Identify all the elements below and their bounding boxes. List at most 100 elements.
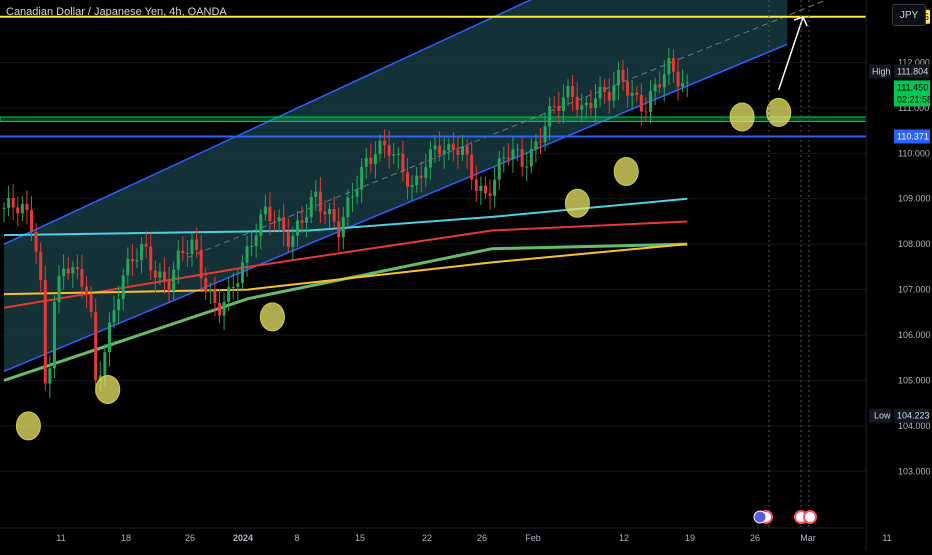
candle-body bbox=[571, 86, 575, 97]
candle-body bbox=[653, 84, 657, 92]
touch-circle bbox=[613, 156, 639, 186]
candle-body bbox=[479, 185, 483, 191]
candle-body bbox=[667, 58, 671, 75]
candle-body bbox=[117, 299, 121, 311]
candle-body bbox=[71, 267, 75, 274]
price-tick-label: 112.000 bbox=[898, 57, 930, 67]
event-icon bbox=[753, 510, 767, 524]
candle-body bbox=[548, 105, 552, 127]
candle-body bbox=[39, 251, 43, 281]
touch-circle bbox=[766, 97, 792, 127]
candle-body bbox=[465, 146, 469, 155]
candle-body bbox=[616, 69, 620, 86]
candle-body bbox=[428, 149, 432, 168]
candle-body bbox=[309, 196, 313, 218]
candle-body bbox=[121, 275, 125, 300]
candle-body bbox=[112, 310, 116, 323]
candle-body bbox=[181, 250, 185, 253]
candle-body bbox=[208, 289, 212, 292]
candle-body bbox=[213, 289, 217, 304]
candle-body bbox=[337, 221, 341, 238]
candle-body bbox=[483, 185, 487, 194]
candle-body bbox=[107, 322, 111, 353]
date-tick-label: 2024 bbox=[233, 533, 253, 543]
candle-body bbox=[685, 82, 689, 84]
candle-body bbox=[2, 207, 6, 209]
ma-line-red bbox=[3, 220, 688, 309]
candle-body bbox=[245, 246, 249, 263]
date-tick-label: 15 bbox=[355, 533, 365, 543]
candle-body bbox=[323, 211, 327, 215]
low-tag-bg bbox=[894, 408, 930, 423]
candle-body bbox=[7, 198, 11, 208]
candle-body bbox=[373, 154, 377, 164]
candle-body bbox=[552, 105, 556, 107]
low-label-bg bbox=[869, 408, 891, 423]
price-tick-label: 105.000 bbox=[898, 375, 931, 385]
candle-body bbox=[254, 235, 258, 246]
candle-body bbox=[603, 86, 607, 92]
candle-body bbox=[681, 82, 685, 87]
candle-body bbox=[383, 140, 387, 146]
candle-body bbox=[364, 157, 368, 167]
candle-body bbox=[580, 105, 584, 110]
candle-body bbox=[474, 179, 478, 191]
candle-body bbox=[644, 111, 648, 113]
price-tick-label: 106.000 bbox=[898, 330, 931, 340]
price-tick-label: 110.000 bbox=[898, 148, 930, 158]
low-tag-text: 104.223 bbox=[897, 411, 930, 421]
touch-circle bbox=[95, 375, 121, 405]
candle-body bbox=[318, 191, 322, 212]
candle-body bbox=[250, 245, 254, 247]
touch-circle bbox=[259, 302, 285, 332]
candle-body bbox=[433, 145, 437, 150]
candle-body bbox=[57, 276, 61, 302]
currency-button[interactable]: JPY bbox=[892, 4, 926, 26]
chart-title: Canadian Dollar / Japanese Yen, 4h, OAND… bbox=[6, 6, 227, 18]
price-tick-label: 103.000 bbox=[898, 466, 931, 476]
candle-body bbox=[406, 172, 410, 187]
candle-body bbox=[662, 74, 666, 88]
candle-body bbox=[419, 175, 423, 178]
candle-body bbox=[172, 269, 176, 292]
candle-body bbox=[199, 249, 203, 279]
candle-body bbox=[538, 141, 542, 143]
candle-body bbox=[126, 258, 130, 276]
candle-body bbox=[273, 221, 277, 223]
candle-body bbox=[378, 140, 382, 155]
ma-line-cyan bbox=[3, 197, 688, 237]
date-tick-label: 11 bbox=[882, 533, 891, 543]
date-tick-label: 18 bbox=[121, 533, 131, 543]
candle-body bbox=[671, 58, 675, 72]
candle-body bbox=[236, 283, 240, 287]
candle-body bbox=[103, 352, 107, 376]
candle-body bbox=[649, 91, 653, 112]
candle-body bbox=[543, 126, 547, 143]
candle-body bbox=[341, 217, 345, 238]
high-label-bg bbox=[869, 64, 891, 79]
candle-body bbox=[410, 185, 414, 187]
candle-body bbox=[43, 280, 47, 384]
candle-body bbox=[493, 179, 497, 196]
candle-body bbox=[355, 189, 359, 197]
date-tick-label: 8 bbox=[294, 533, 299, 543]
candle-body bbox=[584, 102, 588, 106]
price-tick-label: 108.000 bbox=[898, 239, 931, 249]
candle-body bbox=[442, 150, 446, 155]
candle-body bbox=[62, 268, 66, 277]
candle-body bbox=[263, 206, 267, 215]
support-tag-text: 110.371 bbox=[897, 131, 929, 141]
date-tick-label: 12 bbox=[619, 533, 629, 543]
candle-body bbox=[607, 91, 611, 101]
candle-body bbox=[447, 144, 451, 151]
date-tick-label: 22 bbox=[422, 533, 432, 543]
candle-body bbox=[158, 271, 162, 278]
candle-body bbox=[80, 269, 84, 287]
candle-body bbox=[89, 294, 93, 313]
candle-body bbox=[16, 207, 20, 214]
touch-circle bbox=[15, 411, 41, 441]
candle-body bbox=[589, 102, 593, 109]
candle-body bbox=[593, 98, 597, 109]
